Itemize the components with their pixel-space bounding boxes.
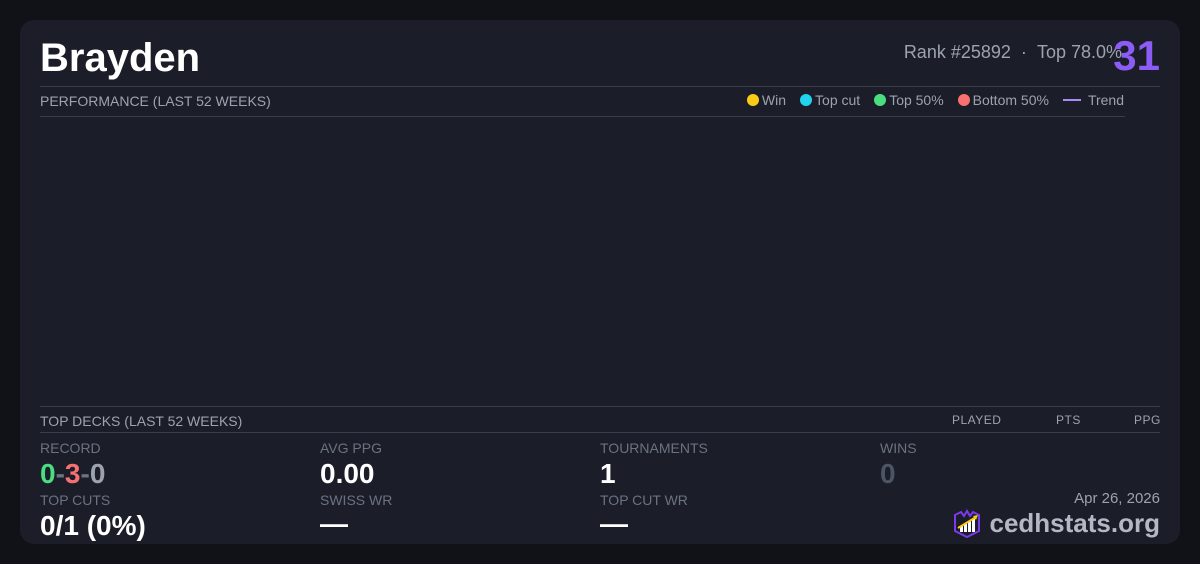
divider [40,86,1160,87]
legend-label: Trend [1087,92,1124,108]
rank: Rank #25892 [903,42,1011,62]
sep: - [55,458,65,489]
legend-top-cut: Top cut [800,92,860,108]
legend-label: Top 50% [889,92,944,108]
avg-ppg-label: AVG PPG [320,440,382,456]
sep: - [80,458,90,489]
separator: · [1020,42,1027,62]
legend-label: Bottom 50% [972,92,1049,108]
wins-label: WINS [880,440,917,456]
legend-label: Top cut [815,92,861,108]
top-cut-wr-value: — [600,508,628,539]
wins-value: 0 [880,458,896,489]
legend-trend: Trend [1062,92,1124,108]
record-draws: 0 [89,458,106,489]
brand[interactable]: cedhstats.org [952,508,1161,539]
swiss-wr-value: — [320,508,348,539]
chart-legend: Win Top cut Top 50% Bottom 50% Trend [746,92,1124,108]
top-50-dot-icon [874,94,887,106]
rank-info: Rank #25892 · Top 78.0% [904,42,1122,63]
bottom-50-dot-icon [957,94,970,106]
swiss-wr-label: SWISS WR [320,492,393,508]
player-name: Brayden [40,36,201,80]
top-cut-wr-label: TOP CUT WR [600,492,688,508]
performance-chart [40,117,1125,406]
player-card: Brayden Rank #25892 · Top 78.0% 31 PERFO… [20,20,1180,544]
divider [40,432,1160,433]
column-ppg: PPG [1134,413,1161,427]
legend-bottom-50: Bottom 50% [957,92,1049,108]
top-decks-title: TOP DECKS (LAST 52 WEEKS) [40,413,243,429]
avg-ppg-value: 0.00 [320,458,375,489]
snapshot-date: Apr 26, 2026 [1074,490,1160,507]
legend-label: Win [761,92,787,108]
top-cut-dot-icon [800,94,813,106]
legend-win: Win [746,92,787,108]
top-percent: Top 78.0% [1036,42,1122,62]
brand-name: cedhstats.org [989,508,1161,538]
record-losses: 3 [64,458,81,489]
legend-top-50: Top 50% [874,92,944,108]
performance-title: PERFORMANCE (LAST 52 WEEKS) [40,93,271,109]
top-cuts-value: 0/1 (0%) [40,510,146,541]
divider [40,406,1160,407]
top-cuts-label: TOP CUTS [40,492,111,508]
tournaments-label: TOURNAMENTS [600,440,708,456]
column-played: PLAYED [952,413,1002,427]
trend-line-icon [1062,99,1081,101]
divider [40,116,1125,117]
record-label: RECORD [40,440,101,456]
record-wins: 0 [40,458,56,489]
win-dot-icon [746,94,759,106]
tournaments-value: 1 [600,458,616,489]
player-score: 31 [1113,32,1160,79]
column-pts: PTS [1056,413,1081,427]
cedhstats-logo-icon [953,508,980,538]
record-value: 0-3-0 [40,458,105,490]
